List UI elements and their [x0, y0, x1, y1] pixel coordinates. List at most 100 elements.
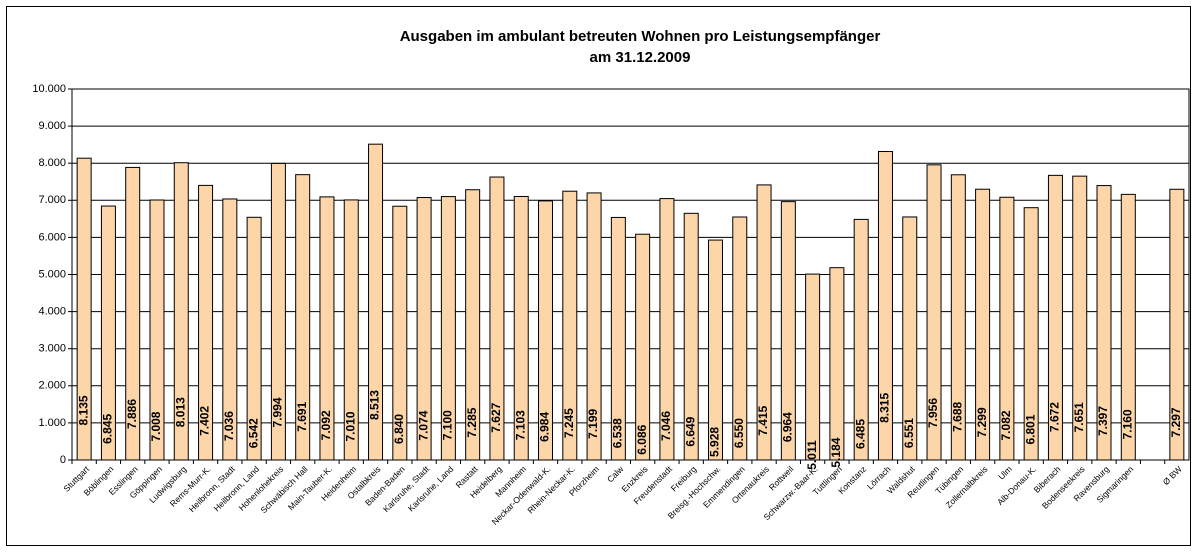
bar	[805, 273, 821, 461]
bar	[270, 162, 286, 461]
data-label: 7.074	[416, 410, 430, 440]
bar	[440, 196, 456, 461]
data-label: 7.297	[1169, 407, 1183, 437]
bar	[659, 198, 675, 461]
y-tick-label: 10.000	[32, 83, 66, 95]
bar	[975, 188, 991, 461]
data-label: 7.299	[975, 407, 989, 437]
chart-subtitle: am 31.12.2009	[590, 49, 691, 66]
bar	[76, 157, 92, 461]
data-label: 6.538	[611, 418, 625, 448]
bar	[513, 195, 529, 461]
data-label: 6.542	[246, 418, 260, 448]
bar	[246, 216, 262, 461]
bar	[1169, 188, 1185, 461]
bar	[538, 200, 554, 461]
data-label: 8.513	[368, 390, 382, 420]
y-tick-label: 3.000	[38, 343, 66, 355]
data-label: 7.886	[125, 399, 139, 429]
data-label: 7.651	[1072, 402, 1086, 432]
bar	[999, 196, 1015, 461]
data-label: 8.013	[173, 397, 187, 427]
y-tick-label: 4.000	[38, 306, 66, 318]
data-label: 6.485	[853, 419, 867, 449]
bar	[295, 174, 311, 461]
data-label: 7.627	[489, 402, 503, 432]
chart-title: Ausgaben im ambulant betreuten Wohnen pr…	[400, 28, 881, 45]
data-label: 7.010	[343, 411, 357, 441]
data-label: 7.415	[756, 405, 770, 435]
bar	[392, 205, 408, 461]
data-label: 7.397	[1096, 406, 1110, 436]
data-label: 5.184	[829, 437, 843, 467]
bar	[780, 201, 796, 461]
y-tick-label: 9.000	[38, 120, 66, 132]
bar	[707, 239, 723, 461]
y-tick-label: 1.000	[38, 417, 66, 429]
data-label: 7.100	[441, 410, 455, 440]
data-label: 6.840	[392, 414, 406, 444]
data-label: 7.691	[295, 401, 309, 431]
bar	[465, 189, 481, 461]
data-label: 7.994	[271, 397, 285, 427]
bar	[683, 212, 699, 461]
data-label: 5.011	[805, 440, 819, 470]
data-label: 8.135	[76, 395, 90, 425]
y-tick-label: 6.000	[38, 231, 66, 243]
data-label: 6.845	[101, 414, 115, 444]
bar	[1120, 193, 1136, 461]
y-tick-label: 2.000	[38, 380, 66, 392]
data-label: 6.964	[781, 412, 795, 442]
bar	[100, 205, 116, 461]
data-label: 6.801	[1023, 414, 1037, 444]
data-label: 6.551	[902, 418, 916, 448]
data-label: 6.984	[538, 412, 552, 442]
bar	[635, 233, 651, 461]
bar	[489, 176, 505, 461]
data-label: 7.245	[562, 408, 576, 438]
data-label: 8.315	[878, 393, 892, 423]
y-tick-label: 8.000	[38, 157, 66, 169]
bar	[732, 216, 748, 461]
y-tick-label: 7.000	[38, 194, 66, 206]
data-label: 6.550	[732, 418, 746, 448]
bar	[125, 166, 141, 461]
data-label: 7.103	[513, 410, 527, 440]
data-label: 7.160	[1120, 409, 1134, 439]
data-label: 6.086	[635, 424, 649, 454]
bar	[1047, 174, 1063, 461]
bar	[586, 192, 602, 461]
data-label: 7.008	[149, 411, 163, 441]
bar	[610, 216, 626, 461]
data-label: 7.402	[198, 406, 212, 436]
bar	[829, 267, 845, 461]
data-label: 7.082	[999, 410, 1013, 440]
data-label: 6.649	[683, 416, 697, 446]
bar	[173, 162, 189, 461]
bar	[853, 218, 869, 461]
bar	[222, 198, 238, 461]
bar	[950, 174, 966, 461]
bar	[149, 199, 165, 461]
bar	[319, 196, 335, 461]
bar	[368, 143, 384, 461]
bar	[1072, 175, 1088, 461]
bar	[926, 164, 942, 461]
bar	[562, 190, 578, 461]
data-label: 7.672	[1048, 402, 1062, 432]
data-label: 7.688	[950, 401, 964, 431]
data-label: 7.036	[222, 411, 236, 441]
bar	[416, 197, 432, 461]
data-label: 7.092	[319, 410, 333, 440]
bar	[1096, 185, 1112, 461]
data-label: 7.956	[926, 398, 940, 428]
data-label: 5.928	[708, 427, 722, 457]
bar	[756, 184, 772, 461]
data-label: 7.046	[659, 411, 673, 441]
y-tick-label: 0	[60, 454, 66, 466]
data-label: 7.285	[465, 407, 479, 437]
bar	[198, 184, 214, 461]
bar	[1023, 207, 1039, 461]
